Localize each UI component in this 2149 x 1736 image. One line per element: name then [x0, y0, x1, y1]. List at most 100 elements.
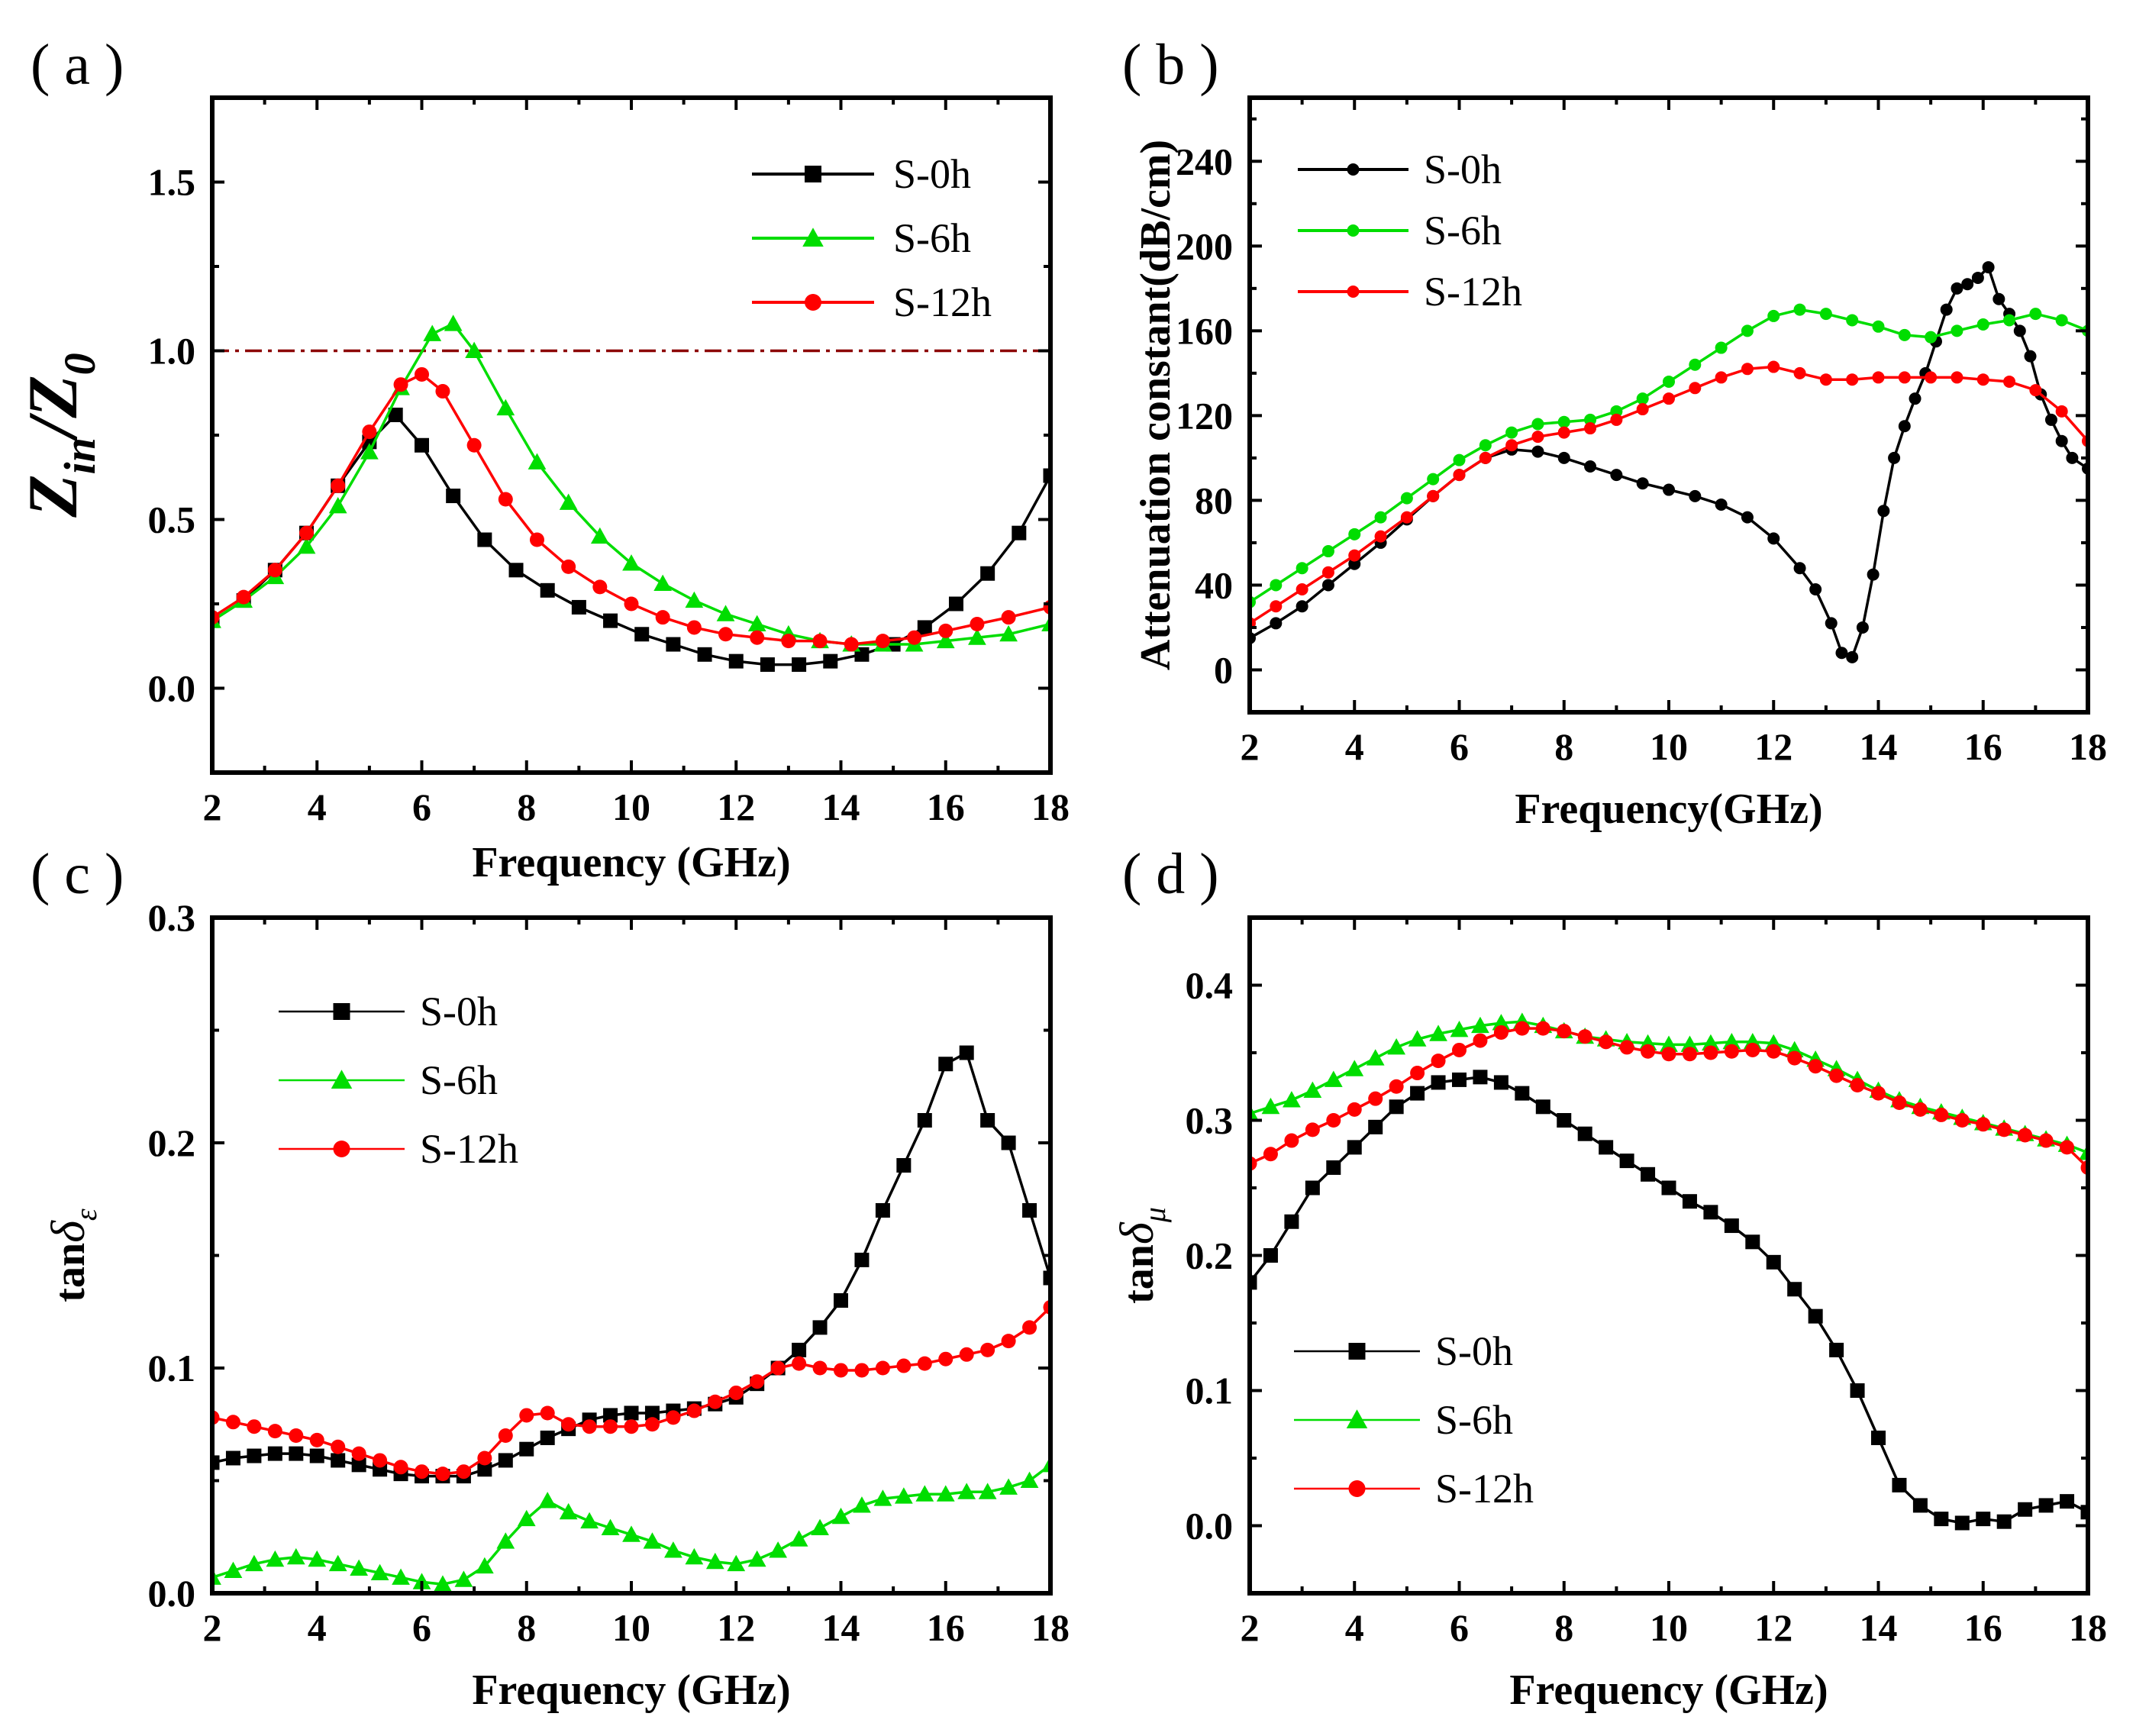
data-point-S-0h — [1951, 282, 1963, 295]
x-tick-label: 10 — [1650, 725, 1688, 768]
data-point-S-6h — [978, 1483, 997, 1499]
x-tick-label: 16 — [1964, 725, 2002, 768]
x-axis-title: Frequency(GHz) — [1515, 786, 1822, 833]
data-point-S-0h — [697, 647, 712, 662]
data-point-S-0h — [1410, 1086, 1425, 1101]
data-point-S-12h — [309, 1432, 324, 1447]
data-point-S-12h — [415, 366, 429, 382]
series-line-S-0h — [1250, 266, 2088, 659]
series-S-6h — [1250, 1012, 2088, 1160]
data-point-S-6h — [1261, 1097, 1280, 1115]
data-point-S-12h — [267, 563, 282, 578]
data-point-S-6h — [2055, 314, 2068, 327]
data-point-S-0h — [1535, 1099, 1550, 1115]
data-point-S-12h — [959, 1347, 974, 1362]
data-point-S-6h — [1976, 318, 1989, 331]
data-point-S-12h — [1263, 1147, 1278, 1162]
data-point-S-12h — [1745, 1042, 1760, 1057]
data-point-S-0h — [1619, 1154, 1634, 1169]
data-point-S-12h — [1793, 366, 1806, 379]
series-line-S-12h — [212, 373, 1050, 646]
data-point-S-12h — [770, 1360, 786, 1376]
data-point-S-12h — [1493, 1024, 1508, 1040]
data-point-S-0h — [1993, 292, 2005, 305]
data-point-S-12h — [477, 1450, 492, 1466]
data-point-S-0h — [1898, 420, 1911, 433]
data-point-S-6h — [1408, 1030, 1427, 1047]
data-point-S-12h — [875, 1360, 890, 1376]
data-point-S-12h — [1505, 439, 1518, 452]
data-point-S-6h — [1429, 1024, 1447, 1041]
data-point-S-12h — [844, 637, 859, 652]
data-point-S-6h — [1450, 1021, 1469, 1037]
data-point-S-0h — [1982, 261, 1995, 274]
data-point-S-12h — [362, 424, 377, 440]
data-point-S-0h — [289, 1446, 304, 1461]
data-point-S-12h — [267, 1424, 282, 1439]
data-point-S-12h — [1996, 1122, 2012, 1137]
x-tick-label: 8 — [517, 786, 536, 828]
data-point-S-0h — [1431, 1075, 1446, 1090]
legend: S-0h S-6h S-12h — [279, 989, 518, 1172]
data-point-S-0h — [792, 1342, 807, 1357]
data-point-S-6h — [1925, 331, 1938, 344]
data-point-S-0h — [1284, 1214, 1299, 1229]
legend-label-S-0h: S-0h — [1435, 1328, 1513, 1374]
data-point-S-12h — [498, 492, 513, 507]
data-point-S-6h — [1663, 375, 1675, 388]
panel-b: ( b ) 2 4 6 8 10 12 14 16 18 0 40 80 120 160 200 240 Freq… — [1122, 33, 2107, 833]
data-point-S-12h — [938, 1351, 953, 1367]
data-point-S-0h — [980, 566, 995, 581]
data-point-S-6h — [1702, 1034, 1720, 1051]
data-point-S-12h — [1689, 382, 1702, 395]
data-point-S-0h — [666, 637, 681, 652]
data-point-S-12h — [1641, 1044, 1656, 1059]
legend: S-0h S-6h S-12h — [1298, 147, 1522, 315]
legend-marker-S-0h — [333, 1003, 350, 1020]
legend-marker-S-12h — [1348, 1480, 1366, 1497]
data-point-S-6h — [559, 493, 578, 510]
x-tick-label: 6 — [1450, 725, 1469, 768]
data-point-S-0h — [267, 1446, 282, 1461]
series-line-S-6h — [1250, 308, 2088, 604]
data-point-S-6h — [1584, 413, 1597, 426]
data-point-S-6h — [1872, 320, 1885, 333]
data-point-S-12h — [2029, 384, 2042, 397]
data-point-S-6h — [2003, 314, 2016, 327]
data-point-S-0h — [1909, 392, 1922, 405]
data-point-S-0h — [2060, 1494, 2075, 1509]
data-point-S-6h — [465, 341, 483, 358]
data-point-S-12h — [1682, 1047, 1697, 1062]
data-point-S-12h — [1368, 1091, 1383, 1106]
data-point-S-12h — [1976, 1117, 1991, 1132]
data-point-S-12h — [498, 1428, 513, 1443]
data-point-S-6h — [224, 1561, 243, 1578]
data-point-S-6h — [653, 574, 673, 591]
data-point-S-0h — [980, 1113, 995, 1128]
data-point-S-12h — [1741, 363, 1754, 376]
data-point-S-0h — [917, 1113, 932, 1128]
data-point-S-12h — [561, 1417, 576, 1432]
data-point-S-6h — [999, 624, 1018, 642]
series-S-0h — [212, 1045, 1050, 1484]
data-point-S-6h — [1610, 405, 1623, 418]
data-point-S-6h — [1324, 1070, 1343, 1087]
data-point-S-6h — [297, 537, 316, 554]
data-point-S-12h — [1022, 1320, 1037, 1335]
data-point-S-12h — [1001, 610, 1016, 625]
data-point-S-6h — [1270, 579, 1283, 592]
data-point-S-0h — [1389, 1099, 1404, 1115]
data-point-S-12h — [1787, 1050, 1802, 1066]
data-point-S-12h — [1871, 1086, 1886, 1101]
data-point-S-12h — [1925, 371, 1938, 384]
data-point-S-6h — [1819, 308, 1832, 321]
data-point-S-12h — [247, 1419, 262, 1434]
data-point-S-0h — [644, 1405, 660, 1421]
data-point-S-12h — [812, 634, 828, 649]
data-point-S-12h — [435, 384, 450, 399]
data-point-S-6h — [2029, 308, 2042, 321]
data-point-S-6h — [789, 1530, 808, 1547]
x-tick-label: 4 — [308, 1606, 327, 1649]
data-point-S-12h — [812, 1360, 828, 1376]
data-point-S-12h — [529, 532, 544, 547]
